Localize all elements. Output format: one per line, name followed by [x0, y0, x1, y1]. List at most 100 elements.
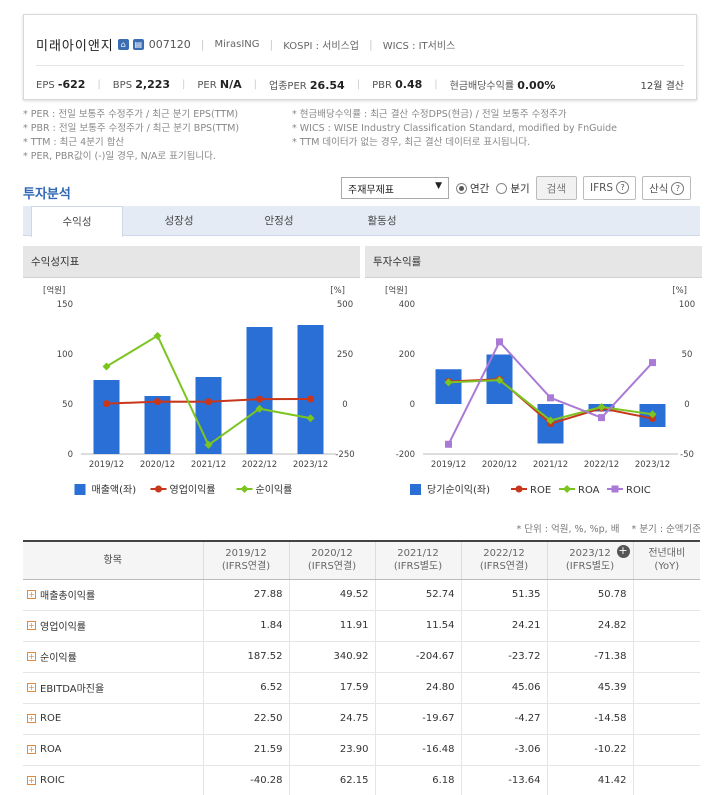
add-column-icon[interactable]: +: [616, 544, 630, 558]
metric-industry-per: 업종PER 26.54: [269, 79, 345, 92]
help-icon: ?: [671, 182, 685, 195]
y-right-unit: [%]: [672, 286, 687, 296]
legend-label: 당기순이익(좌): [427, 484, 490, 496]
radio-annual[interactable]: 연간: [456, 181, 489, 196]
ifrs-help-button[interactable]: IFRS?: [582, 176, 637, 200]
row-header[interactable]: + ROE: [23, 703, 203, 735]
table-cell: 6.18: [374, 765, 461, 795]
quarter-note: * 분기 : 순액기준: [631, 524, 701, 535]
analysis-controls: 주재무제표 ▼ 연간 분기 검색 IFRS? 산식?: [341, 176, 692, 200]
point-ROA: [648, 410, 657, 419]
table-cell: 49.52: [288, 579, 375, 611]
y-right-tick-label: -250: [335, 450, 354, 460]
table-row: + 순이익률 187.52 340.92 -204.67 -23.72 -71.38: [23, 641, 700, 673]
bar-2023/12: [297, 325, 324, 454]
table-notes: * 단위 : 억원, %, %p, 배 * 분기 : 순액기준: [517, 521, 701, 535]
table-cell: 41.42: [546, 765, 633, 795]
y-left-tick-label: 200: [399, 350, 415, 360]
stock-code: 007120: [148, 38, 191, 51]
footnote: * PBR : 전일 보통주 수정주가 / 최근 분기 BPS(TTM): [23, 123, 240, 134]
tab-stability[interactable]: 안정성: [264, 215, 294, 227]
table-cell: 11.54: [374, 610, 461, 642]
y-left-unit: [억원]: [43, 285, 65, 296]
y-left-tick-label: 400: [399, 300, 415, 310]
table-cell: -4.27: [460, 703, 547, 735]
legend-swatch: [410, 484, 421, 495]
metric-per: PER N/A: [197, 78, 242, 91]
tab-growth[interactable]: 성장성: [164, 215, 194, 227]
legend-label: 영업이익률: [170, 483, 216, 496]
bar-2019/12: [435, 369, 462, 404]
y-right-tick-label: 500: [337, 300, 353, 310]
table-header: 항목: [23, 540, 203, 580]
table-row: + ROE 22.50 24.75 -19.67 -4.27 -14.58: [23, 703, 700, 735]
x-tick-label: 2019/12: [89, 460, 124, 470]
table-cell: -40.28: [202, 765, 289, 795]
section-title: 투자분석: [23, 187, 71, 202]
divider: |: [269, 38, 274, 51]
expand-plus-icon[interactable]: +: [27, 713, 36, 723]
tab-activity[interactable]: 활동성: [367, 215, 397, 227]
row-header[interactable]: + ROIC: [23, 765, 203, 795]
company-summary-box: 미래아이앤지 ⌂ ▤ 007120 | MirasING | KOSPI : 서…: [23, 14, 697, 100]
search-button[interactable]: 검색: [535, 176, 577, 200]
expand-plus-icon[interactable]: +: [27, 775, 36, 785]
x-tick-label: 2021/12: [533, 460, 568, 470]
table-cell: -19.67: [374, 703, 461, 735]
row-header[interactable]: + 매출총이익률: [23, 579, 203, 611]
table-cell: 45.06: [460, 672, 547, 704]
table-cell: 11.91: [288, 610, 375, 642]
row-header[interactable]: + 영업이익률: [23, 610, 203, 642]
point-영업이익률: [307, 395, 314, 403]
table-cell: -16.48: [374, 734, 461, 766]
footnote: * PER, PBR값이 (-)일 경우, N/A로 표기됩니다.: [23, 151, 216, 162]
profitability-chart-panel: 수익성지표 [억원] [%] 150 500 100 250 50 0 0 -250 2019/12…: [23, 246, 360, 502]
point-순이익률: [204, 440, 213, 449]
row-label: EBITDA마진율: [40, 684, 105, 695]
radio-unselected-icon: [496, 182, 508, 194]
legend-label: 순이익률: [256, 484, 293, 496]
row-header[interactable]: + 순이익률: [23, 641, 203, 673]
radio-quarter[interactable]: 분기: [496, 181, 530, 196]
legend-swatch: [515, 485, 523, 493]
legend-swatch: [563, 485, 571, 493]
table-header-row: 항목 2019/12 (IFRS연결) 2020/12 (IFRS연결) 2021/…: [23, 540, 700, 580]
expand-plus-icon[interactable]: +: [27, 621, 36, 630]
metric-dividend-yield: 현금배당수익률 0.00%: [449, 79, 556, 92]
expand-plus-icon[interactable]: +: [27, 590, 36, 599]
footnote: * 현금배당수익률 : 최근 결산 수정DPS(현금) / 전일 보통주 수정주…: [292, 109, 567, 120]
point-ROA: [597, 403, 606, 412]
table-cell: 24.82: [546, 610, 633, 642]
home-icon[interactable]: ⌂: [117, 39, 129, 50]
row-header[interactable]: + EBITDA마진율: [23, 672, 203, 704]
table-cell: 24.75: [288, 703, 375, 735]
fiscal-label: 12월 결산: [640, 81, 684, 92]
tab-profitability[interactable]: 수익성: [31, 206, 123, 237]
table-cell: -3.06: [460, 734, 547, 766]
x-tick-label: 2023/12: [635, 460, 670, 470]
statement-type-select[interactable]: 주재무제표 ▼: [341, 177, 449, 199]
divider: |: [369, 38, 373, 51]
row-header[interactable]: + ROA: [23, 734, 203, 766]
expand-plus-icon[interactable]: +: [27, 744, 36, 754]
report-icon[interactable]: ▤: [132, 39, 144, 50]
table-row: + ROA 21.59 23.90 -16.48 -3.06 -10.22: [23, 734, 700, 766]
point-ROIC: [649, 359, 656, 367]
point-ROA: [546, 416, 555, 425]
select-value: 주재무제표: [348, 185, 394, 196]
legend-swatch: [611, 485, 619, 493]
point-영업이익률: [103, 400, 110, 408]
expand-plus-icon[interactable]: +: [27, 652, 36, 661]
formula-help-button[interactable]: 산식?: [642, 176, 692, 200]
return-chart: [억원] [%] 400 100 200 50 0 0 -200 -50 2019/12 2020/1…: [385, 285, 695, 496]
legend-swatch: [74, 484, 86, 495]
point-ROIC: [496, 338, 503, 346]
table-header: 2020/12 (IFRS연결): [288, 540, 375, 580]
point-ROIC: [445, 440, 452, 448]
table-cell: 1.84: [202, 610, 289, 642]
expand-plus-icon[interactable]: +: [27, 683, 36, 692]
help-icon: ?: [616, 181, 630, 194]
point-ROA: [444, 378, 453, 387]
y-left-unit: [억원]: [385, 285, 407, 296]
